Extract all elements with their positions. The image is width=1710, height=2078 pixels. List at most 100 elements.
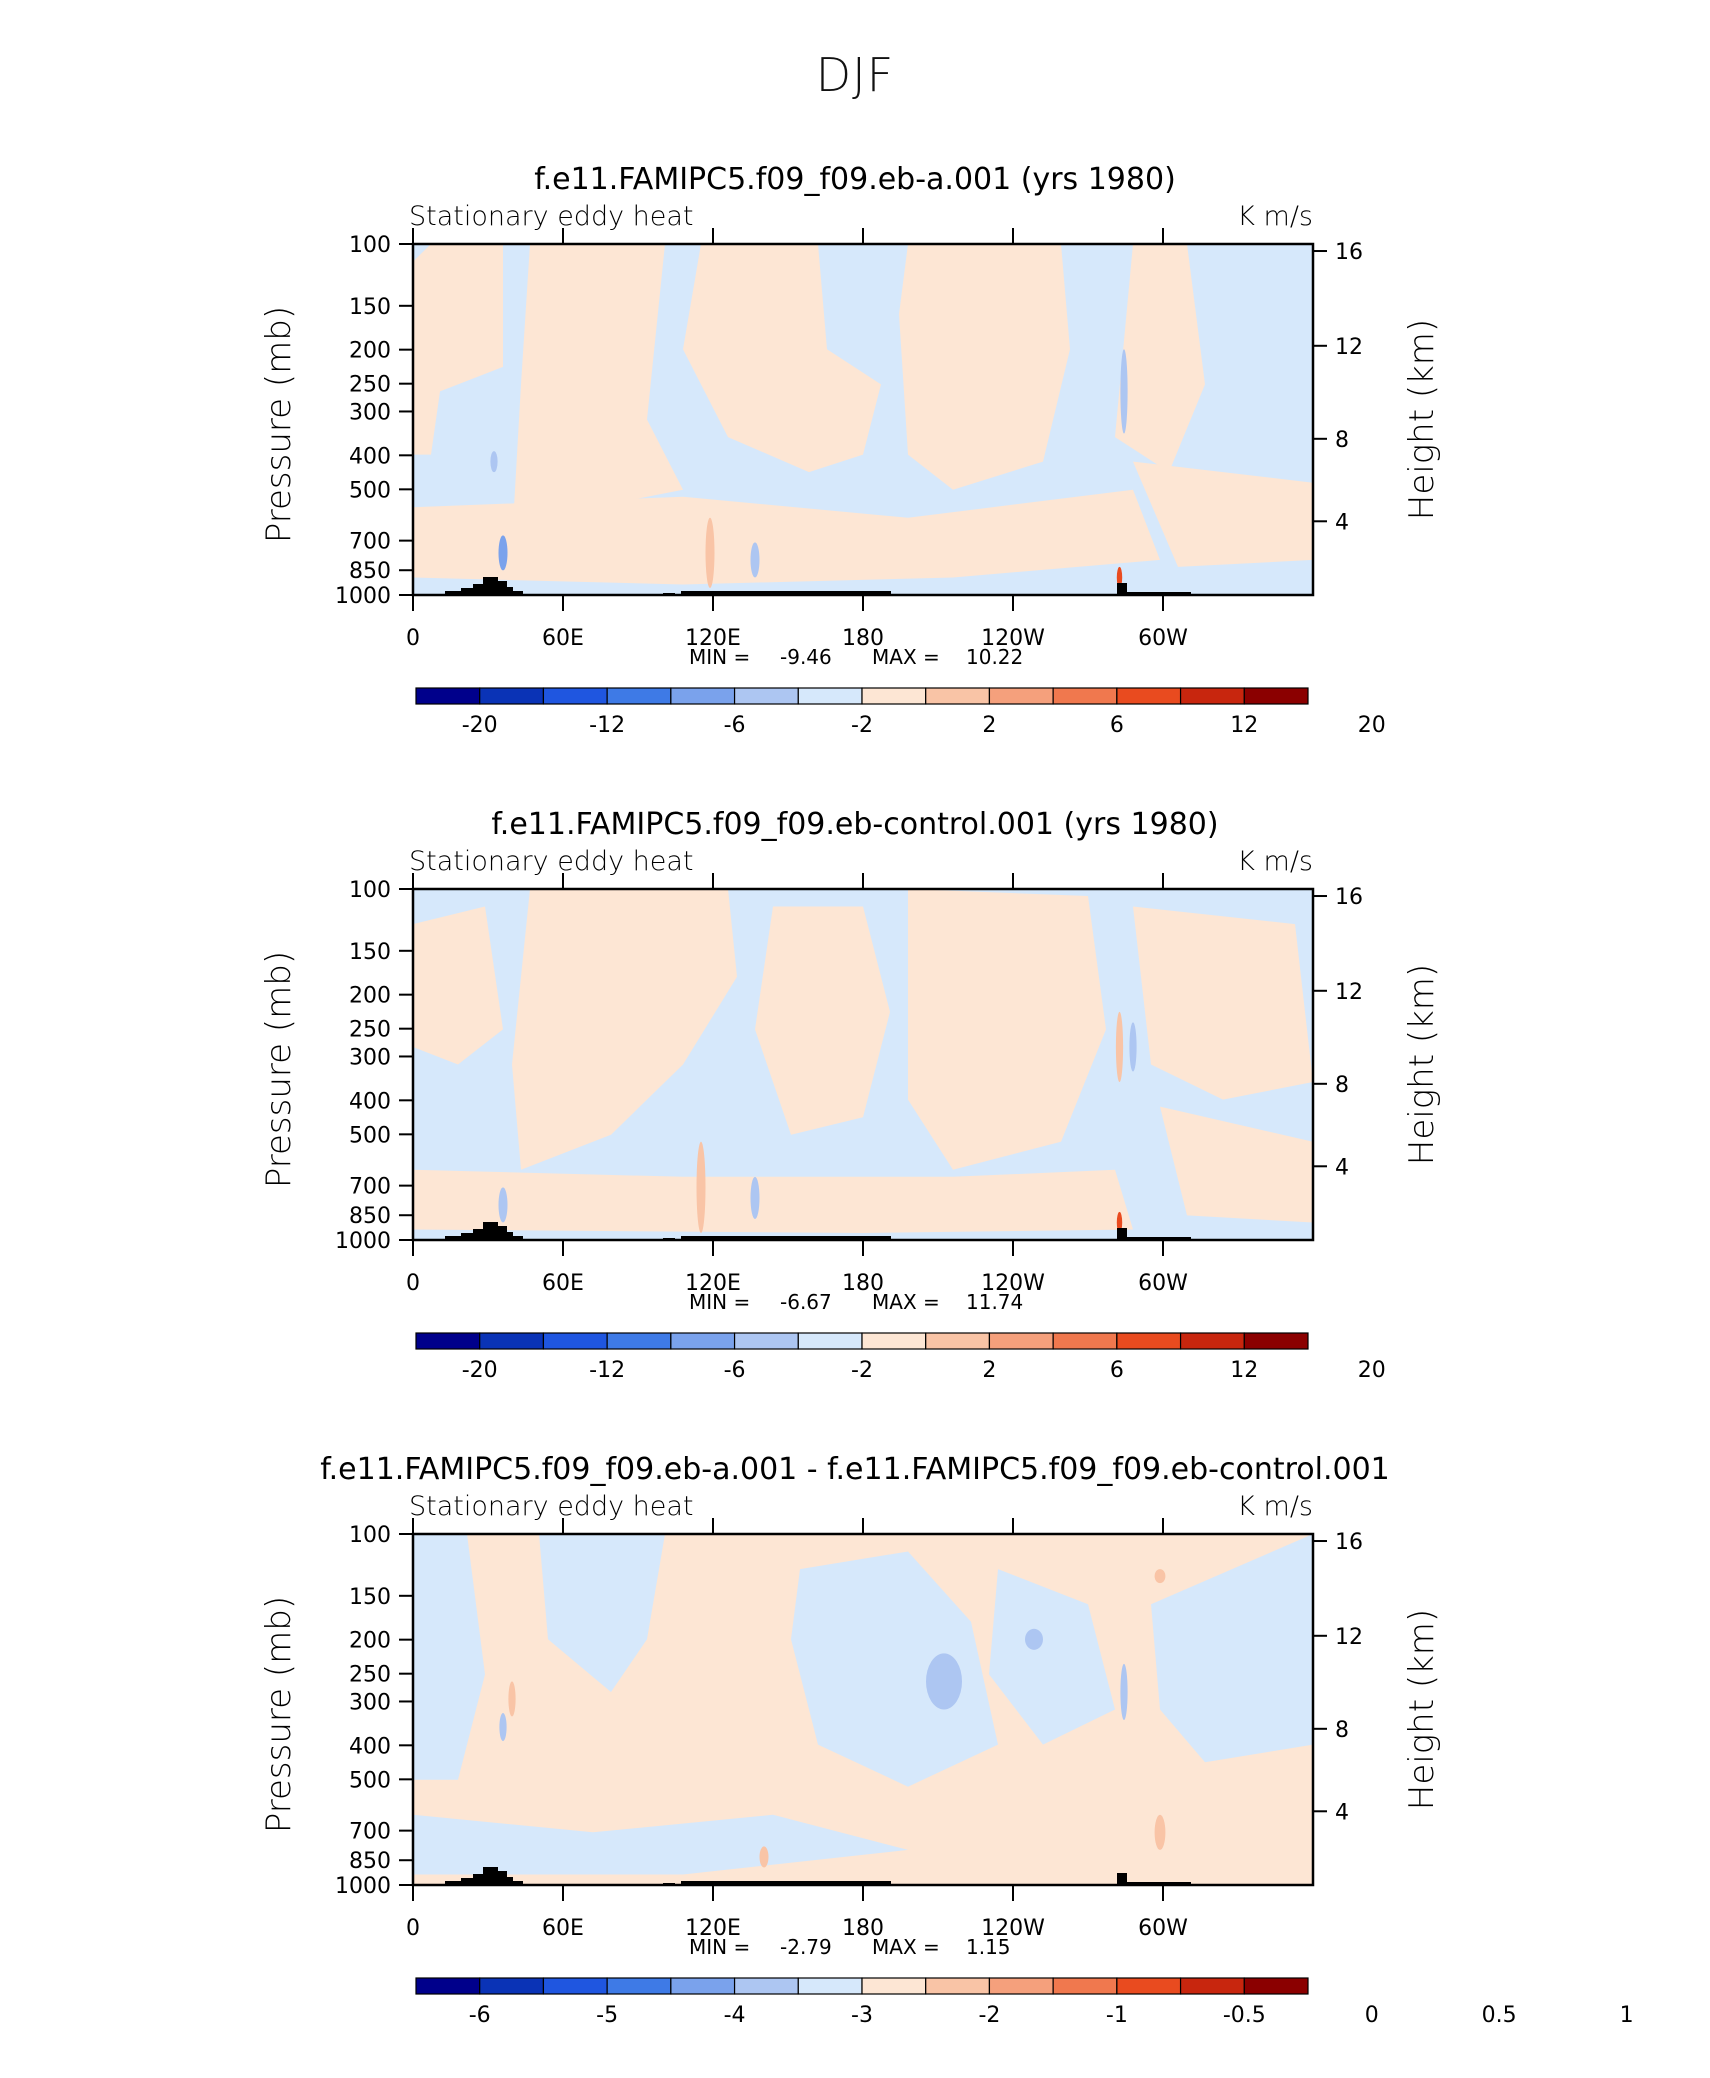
colorbar-label: -20 (462, 713, 498, 738)
contour-region (1129, 1022, 1137, 1072)
contour-region (1160, 1106, 1313, 1223)
max-value: 11.74 (966, 1290, 1023, 1314)
colorbar-swatch (988, 687, 1054, 705)
contour-region (413, 1814, 908, 1875)
y-tick-label: 700 (349, 530, 391, 555)
y2-axis-label: Height (km) (1402, 964, 1442, 1165)
y-tick-label: 400 (349, 444, 391, 469)
contour-region (1151, 1534, 1313, 1763)
y2-tick-label: 8 (1335, 1718, 1349, 1743)
contour-region (1120, 1663, 1128, 1721)
chart-left-label: Stationary eddy heat (409, 201, 694, 232)
x-tick-label: 60E (542, 626, 584, 651)
colorbar-swatch (797, 1977, 863, 1995)
orography-mask (1121, 1882, 1191, 1885)
y2-tick-label: 16 (1335, 885, 1363, 910)
contour-region (1116, 566, 1123, 588)
min-value: -9.46 (780, 645, 832, 669)
x-tick-label: 60W (1138, 1916, 1188, 1941)
chart-left-label: Stationary eddy heat (409, 1491, 694, 1522)
orography-mask (509, 591, 523, 595)
colorbar-label: 6 (1110, 1358, 1124, 1383)
colorbar-swatch (733, 1977, 799, 1995)
y-tick-label: 250 (349, 1663, 391, 1688)
y-tick-label: 300 (349, 400, 391, 425)
colorbar-label: -12 (589, 1358, 625, 1383)
y2-tick-label: 12 (1335, 335, 1363, 360)
colorbar-label: -20 (462, 1358, 498, 1383)
contour-region (908, 889, 1106, 1170)
colorbar-label: -12 (589, 713, 625, 738)
contour-field (413, 1534, 1313, 1885)
contour-region (683, 244, 881, 473)
colorbar-swatch (1243, 1332, 1309, 1350)
y-tick-label: 250 (349, 373, 391, 398)
y-tick-label: 500 (349, 1123, 391, 1148)
colorbar-swatch (1116, 1332, 1182, 1350)
colorbar-label: -6 (724, 713, 746, 738)
y-tick-label: 300 (349, 1045, 391, 1070)
x-tick-label: 120W (981, 1271, 1045, 1296)
y-axis-label: Pressure (mb) (259, 1596, 299, 1833)
x-tick-label: 0 (406, 1271, 420, 1296)
orography-mask (509, 1881, 523, 1885)
orography-mask (499, 587, 513, 595)
chart-units-label: K m/s (1237, 846, 1313, 877)
contour-field (413, 889, 1313, 1240)
y-tick-label: 500 (349, 478, 391, 503)
contour-region (498, 1187, 508, 1223)
contour-region (1025, 1628, 1043, 1650)
x-tick-label: 120E (685, 1916, 741, 1941)
colorbar-label: -0.5 (1223, 2003, 1266, 2028)
max-label: MAX = (872, 1290, 940, 1314)
colorbar-swatch (1179, 687, 1245, 705)
colorbar-swatch (797, 1332, 863, 1350)
contour-region (1120, 349, 1128, 434)
contour-region (926, 1653, 962, 1710)
x-tick-label: 60W (1138, 1271, 1188, 1296)
contour-region (539, 1534, 665, 1692)
colorbar-label: 12 (1230, 1358, 1258, 1383)
colorbar-label: -2 (978, 2003, 1000, 2028)
colorbar-swatch (797, 687, 863, 705)
colorbar-label: -2 (851, 1358, 873, 1383)
x-tick-label: 120W (981, 1916, 1045, 1941)
x-tick-label: 0 (406, 626, 420, 651)
orography-mask (681, 591, 891, 595)
colorbar-swatch (542, 1977, 608, 1995)
colorbar-swatch (479, 1332, 545, 1350)
contour-region (508, 1681, 516, 1717)
min-label: MIN = (689, 1290, 750, 1314)
page-title: DJF (815, 48, 895, 102)
contour-region (413, 1534, 485, 1780)
colorbar-swatch (1243, 687, 1309, 705)
y2-tick-label: 4 (1335, 1155, 1349, 1180)
chart-units-label: K m/s (1237, 201, 1313, 232)
colorbar-label: 20 (1358, 713, 1386, 738)
contour-region (499, 1713, 507, 1742)
y-tick-label: 1000 (335, 1229, 391, 1254)
orography-mask (499, 1877, 513, 1885)
colorbar-swatch (1052, 687, 1118, 705)
chart-panel-1: f.e11.FAMIPC5.f09_f09.eb-a.001 (yrs 1980… (259, 162, 1442, 738)
y2-tick-label: 4 (1335, 510, 1349, 535)
max-value: 1.15 (966, 1935, 1011, 1959)
contour-region (1154, 1569, 1166, 1584)
colorbar-swatch (606, 687, 672, 705)
y2-tick-label: 4 (1335, 1800, 1349, 1825)
x-tick-label: 180 (842, 1271, 884, 1296)
y-tick-label: 500 (349, 1768, 391, 1793)
contour-region (413, 244, 503, 455)
y-tick-label: 400 (349, 1734, 391, 1759)
y-tick-label: 1000 (335, 584, 391, 609)
colorbar-swatch (925, 1332, 991, 1350)
max-label: MAX = (872, 1935, 940, 1959)
colorbar-label: -6 (724, 1358, 746, 1383)
contour-region (1115, 1011, 1124, 1083)
x-tick-label: 60W (1138, 626, 1188, 651)
colorbar-swatch (1179, 1977, 1245, 1995)
min-label: MIN = (689, 1935, 750, 1959)
colorbar-label: -1 (1106, 2003, 1128, 2028)
